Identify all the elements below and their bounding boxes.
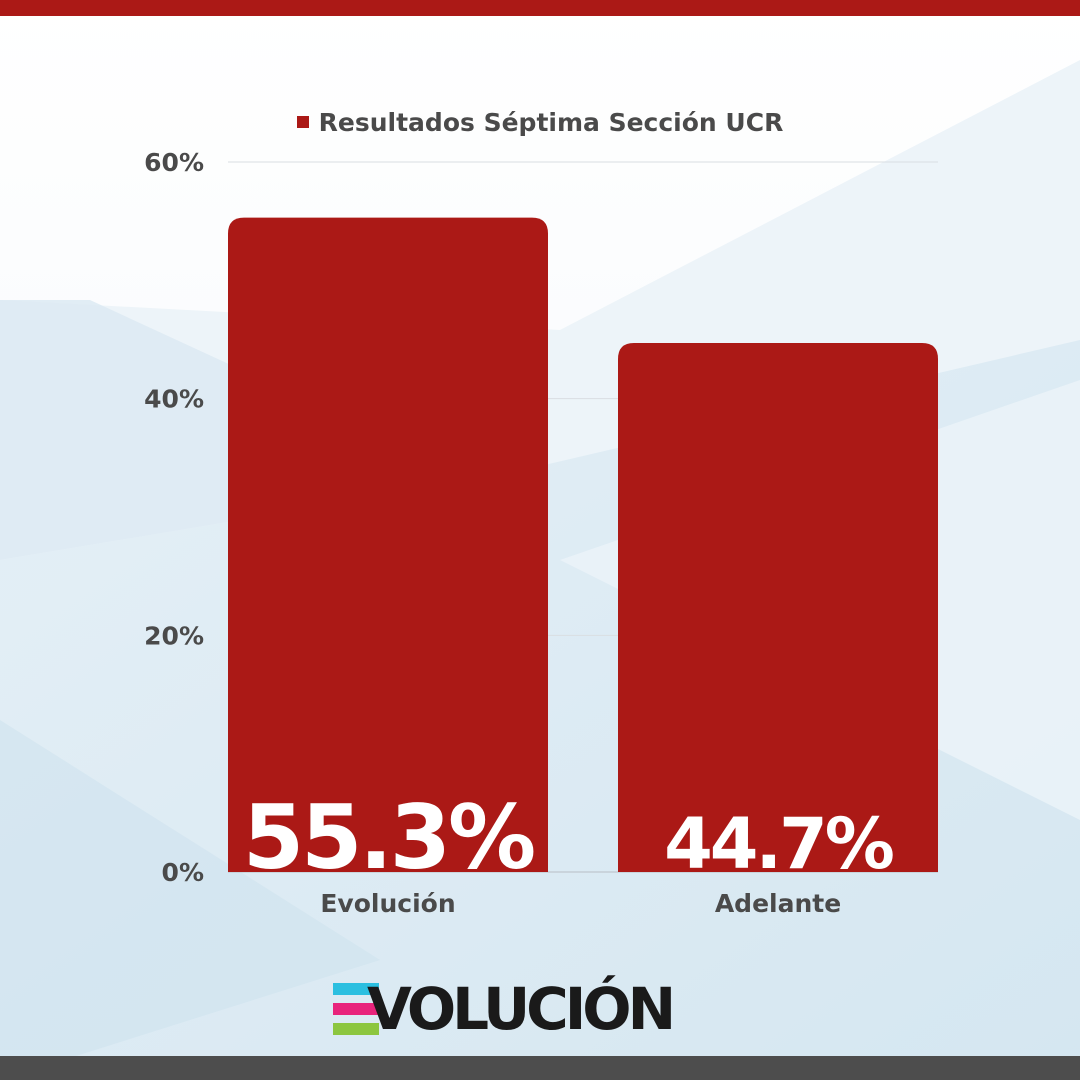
bar-1 (228, 217, 548, 872)
legend-swatch (296, 116, 309, 128)
y-tick-label: 40% (144, 385, 204, 414)
bar-value-label: 55.3% (243, 786, 534, 889)
legend-label: Resultados Séptima Sección UCR (318, 108, 784, 137)
y-tick-label: 0% (162, 858, 204, 887)
bar-2 (618, 343, 938, 872)
logo-wordmark: VOLUCIÓN (367, 975, 676, 1043)
logo-stripes-icon (333, 983, 379, 1035)
y-tick-label: 60% (144, 148, 204, 177)
x-category-label: Adelante (715, 889, 841, 918)
bottom-bar (0, 1056, 1080, 1080)
top-accent-bar (0, 0, 1080, 16)
y-tick-label: 20% (144, 621, 204, 650)
bar-value-label: 44.7% (664, 803, 893, 885)
chart-legend: Resultados Séptima Sección UCR (0, 108, 1080, 137)
x-category-label: Evolución (320, 889, 455, 918)
